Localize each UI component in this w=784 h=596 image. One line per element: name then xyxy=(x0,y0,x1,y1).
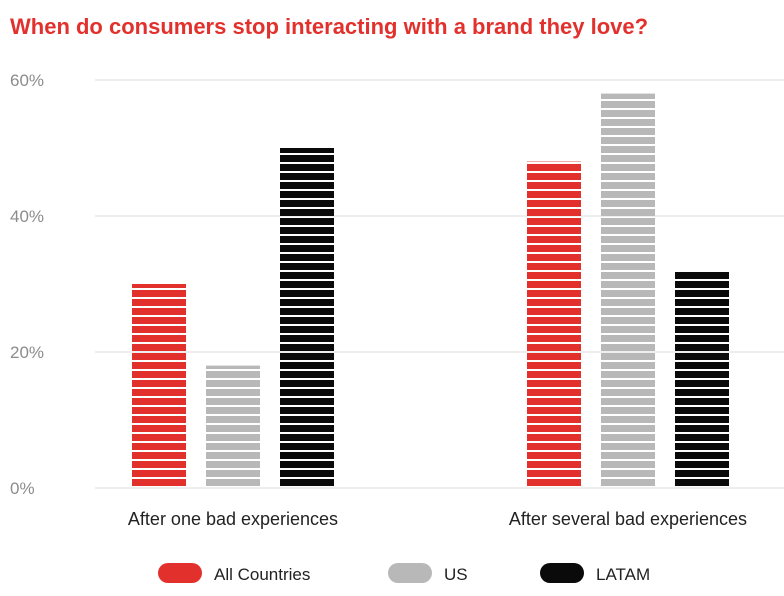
bar xyxy=(675,270,729,488)
y-axis: 0% 20% 40% 60% xyxy=(10,71,44,498)
bars xyxy=(132,93,729,488)
legend-label: All Countries xyxy=(214,565,310,584)
legend-label: US xyxy=(444,565,468,584)
legend-label: LATAM xyxy=(596,565,650,584)
y-tick-label: 40% xyxy=(10,207,44,226)
legend-swatch xyxy=(540,563,584,583)
legend: All Countries US LATAM xyxy=(158,563,650,584)
legend-swatch xyxy=(388,563,432,583)
bar xyxy=(280,148,334,488)
bar xyxy=(601,93,655,488)
y-tick-label: 0% xyxy=(10,479,35,498)
chart-title: When do consumers stop interacting with … xyxy=(10,14,649,39)
legend-swatch xyxy=(158,563,202,583)
category-label: After one bad experiences xyxy=(128,509,338,529)
bar xyxy=(527,161,581,488)
y-tick-label: 20% xyxy=(10,343,44,362)
bar xyxy=(132,284,186,488)
bar xyxy=(206,365,260,488)
x-axis: After one bad experiences After several b… xyxy=(128,509,747,529)
category-label: After several bad experiences xyxy=(509,509,747,529)
y-tick-label: 60% xyxy=(10,71,44,90)
